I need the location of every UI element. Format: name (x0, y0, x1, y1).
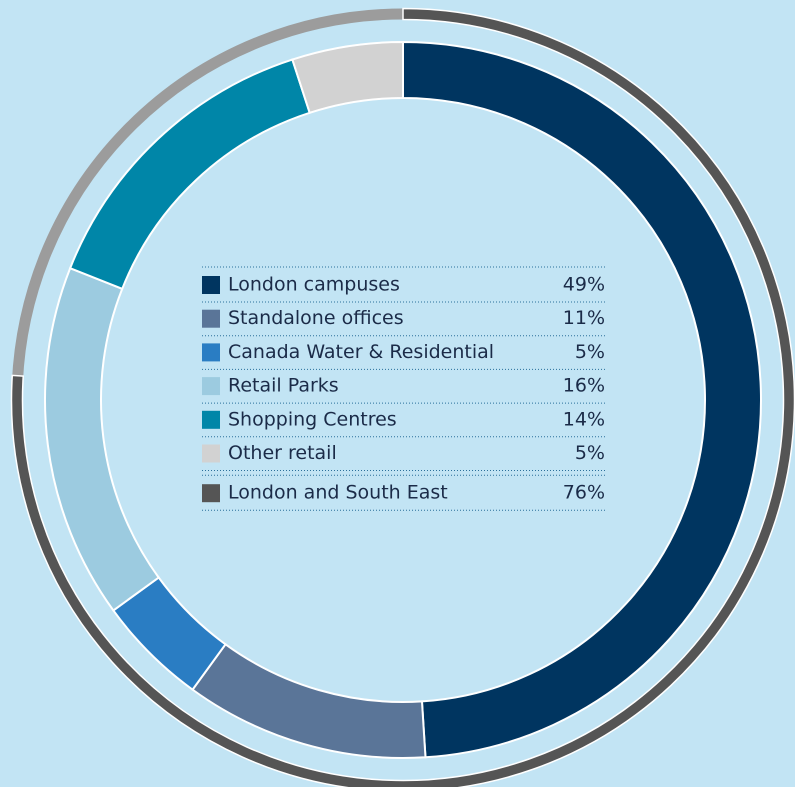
donut-segment (291, 40, 404, 115)
legend-label: Retail Parks (228, 375, 339, 397)
legend-value: 16% (563, 375, 605, 397)
legend-label: Canada Water & Residential (228, 341, 494, 363)
legend-value: 11% (563, 307, 605, 329)
legend-label: London campuses (228, 274, 400, 296)
legend-swatch (202, 309, 220, 328)
legend-value: 49% (563, 274, 605, 296)
donut-segment (68, 58, 311, 291)
legend-value: 76% (563, 482, 605, 504)
legend-value: 5% (575, 442, 605, 464)
legend-swatch (202, 377, 220, 396)
legend-swatch (202, 410, 220, 429)
donut-segment (44, 266, 161, 612)
legend-swatch (202, 484, 220, 503)
legend-label: London and South East (228, 482, 448, 504)
donut-segment (402, 40, 762, 759)
legend-label: Standalone offices (228, 307, 404, 329)
legend-value: 14% (563, 408, 605, 430)
legend-label: Other retail (228, 442, 337, 464)
legend-swatch (202, 343, 220, 362)
legend-swatch (202, 444, 220, 463)
legend-value: 5% (575, 341, 605, 363)
legend-swatch (202, 276, 220, 294)
legend-label: Shopping Centres (228, 408, 397, 430)
outer-segment (10, 7, 795, 787)
